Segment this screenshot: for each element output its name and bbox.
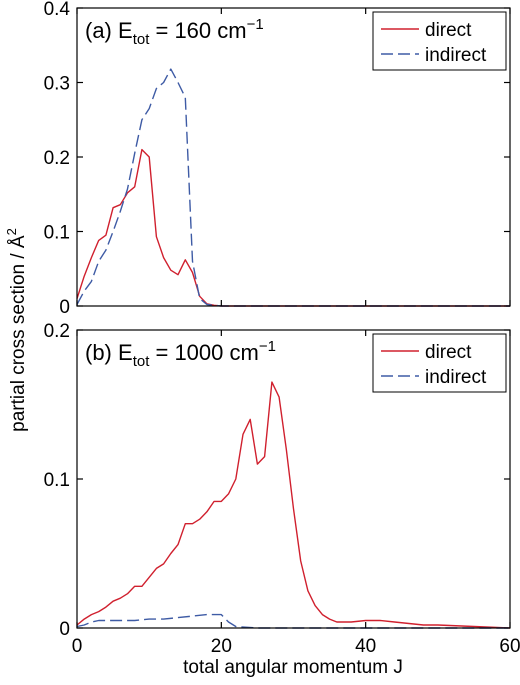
panel-b: 0 0.1 0.2 0 20 40 60 (b) Etot = 1000 cm−1 direct… <box>44 321 520 657</box>
y-axis-label: partial cross section / Å2 <box>4 228 29 432</box>
y-tick-label: 0 <box>59 619 70 640</box>
legend-label-indirect: indirect <box>425 367 487 388</box>
y-tick-label: 0.4 <box>44 0 71 20</box>
series-line-indirect <box>76 68 510 307</box>
legend-label-direct: direct <box>425 20 472 41</box>
legend-box <box>372 333 507 393</box>
panel-a: 0 0.1 0.2 0.3 0.4 (a) Etot = 160 cm−1 direct in… <box>44 0 511 318</box>
series-line-direct <box>76 381 511 629</box>
y-tick-label: 0.2 <box>44 321 70 342</box>
x-tick-label: 60 <box>499 636 520 657</box>
series-line-direct <box>76 148 510 307</box>
y-tick-label: 0 <box>59 297 70 318</box>
y-tick-label: 0.1 <box>44 223 70 244</box>
legend-box <box>372 11 507 71</box>
legend-label-direct: direct <box>425 342 472 363</box>
legend-label-indirect: indirect <box>425 45 487 66</box>
y-tick-label: 0.2 <box>44 148 70 169</box>
y-tick-label: 0.3 <box>44 74 70 95</box>
y-tick-label: 0.1 <box>44 470 70 491</box>
x-tick-label: 0 <box>72 636 83 657</box>
x-axis-label: total angular momentum J <box>183 657 403 678</box>
x-tick-label: 40 <box>355 636 376 657</box>
x-tick-label: 20 <box>211 636 232 657</box>
panel-title: (b) Etot = 1000 cm−1 <box>85 338 276 370</box>
panel-title: (a) Etot = 160 cm−1 <box>85 16 264 48</box>
